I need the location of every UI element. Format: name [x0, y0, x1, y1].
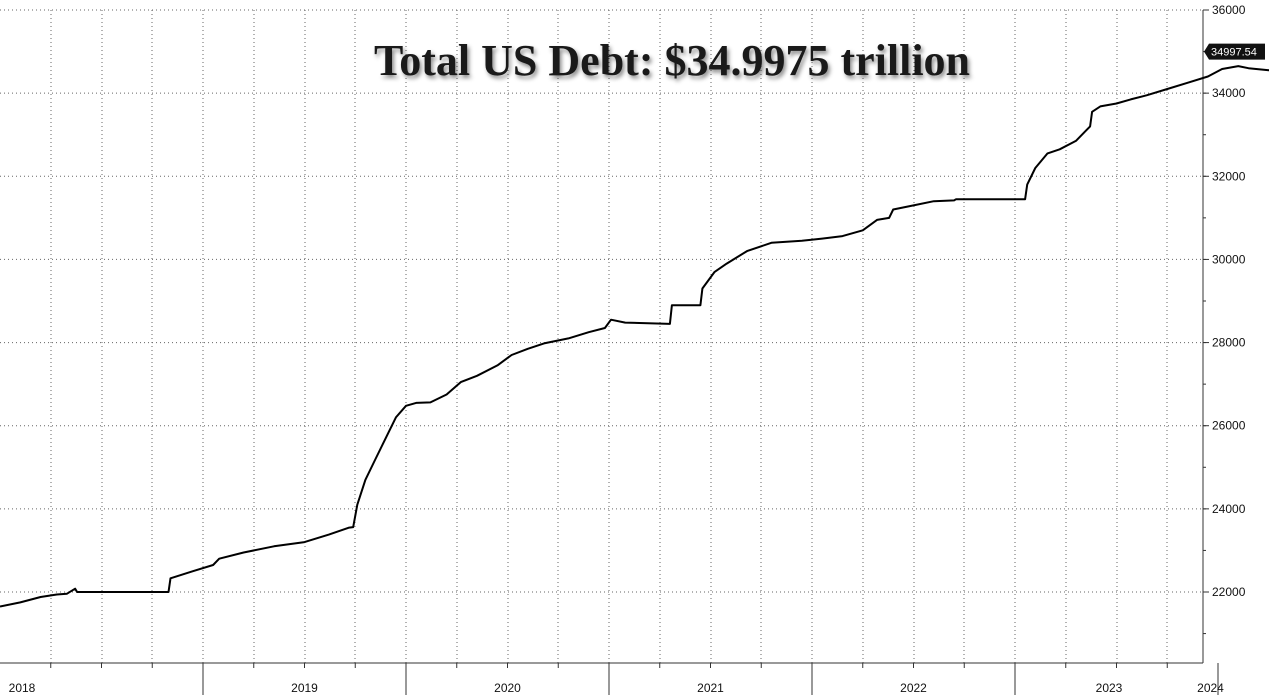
y-tick-label: 28000 [1212, 336, 1246, 350]
y-tick-label: 36000 [1212, 3, 1246, 17]
y-tick-label: 22000 [1212, 585, 1246, 599]
y-tick-label: 26000 [1212, 419, 1246, 433]
y-tick-label: 32000 [1212, 169, 1246, 183]
last-value-background [1204, 43, 1265, 60]
x-tick-label: 2020 [494, 681, 521, 695]
x-tick-label: 2018 [9, 681, 36, 695]
chart-title: Total US Debt: $34.9975 trillion [374, 36, 970, 85]
y-tick-label: 24000 [1212, 502, 1246, 516]
x-tick-label: 2019 [291, 681, 318, 695]
y-tick-label: 34000 [1212, 86, 1246, 100]
x-tick-label: 2021 [697, 681, 724, 695]
y-tick-label: 30000 [1212, 252, 1246, 266]
gridlines [0, 9, 1203, 663]
x-tick-label: 2022 [900, 681, 927, 695]
last-value-badge: 34997.54 [1204, 43, 1265, 60]
labels: 22000 24000 26000 28000 30000 32000 34000 36000… [9, 3, 1265, 695]
last-value-text: 34997.54 [1211, 47, 1257, 59]
debt-series-line [0, 65, 1269, 608]
series-layer [0, 65, 1269, 608]
x-tick-label: 2024 [1197, 681, 1224, 695]
axes [0, 9, 1219, 695]
x-tick-label: 2023 [1096, 681, 1123, 695]
